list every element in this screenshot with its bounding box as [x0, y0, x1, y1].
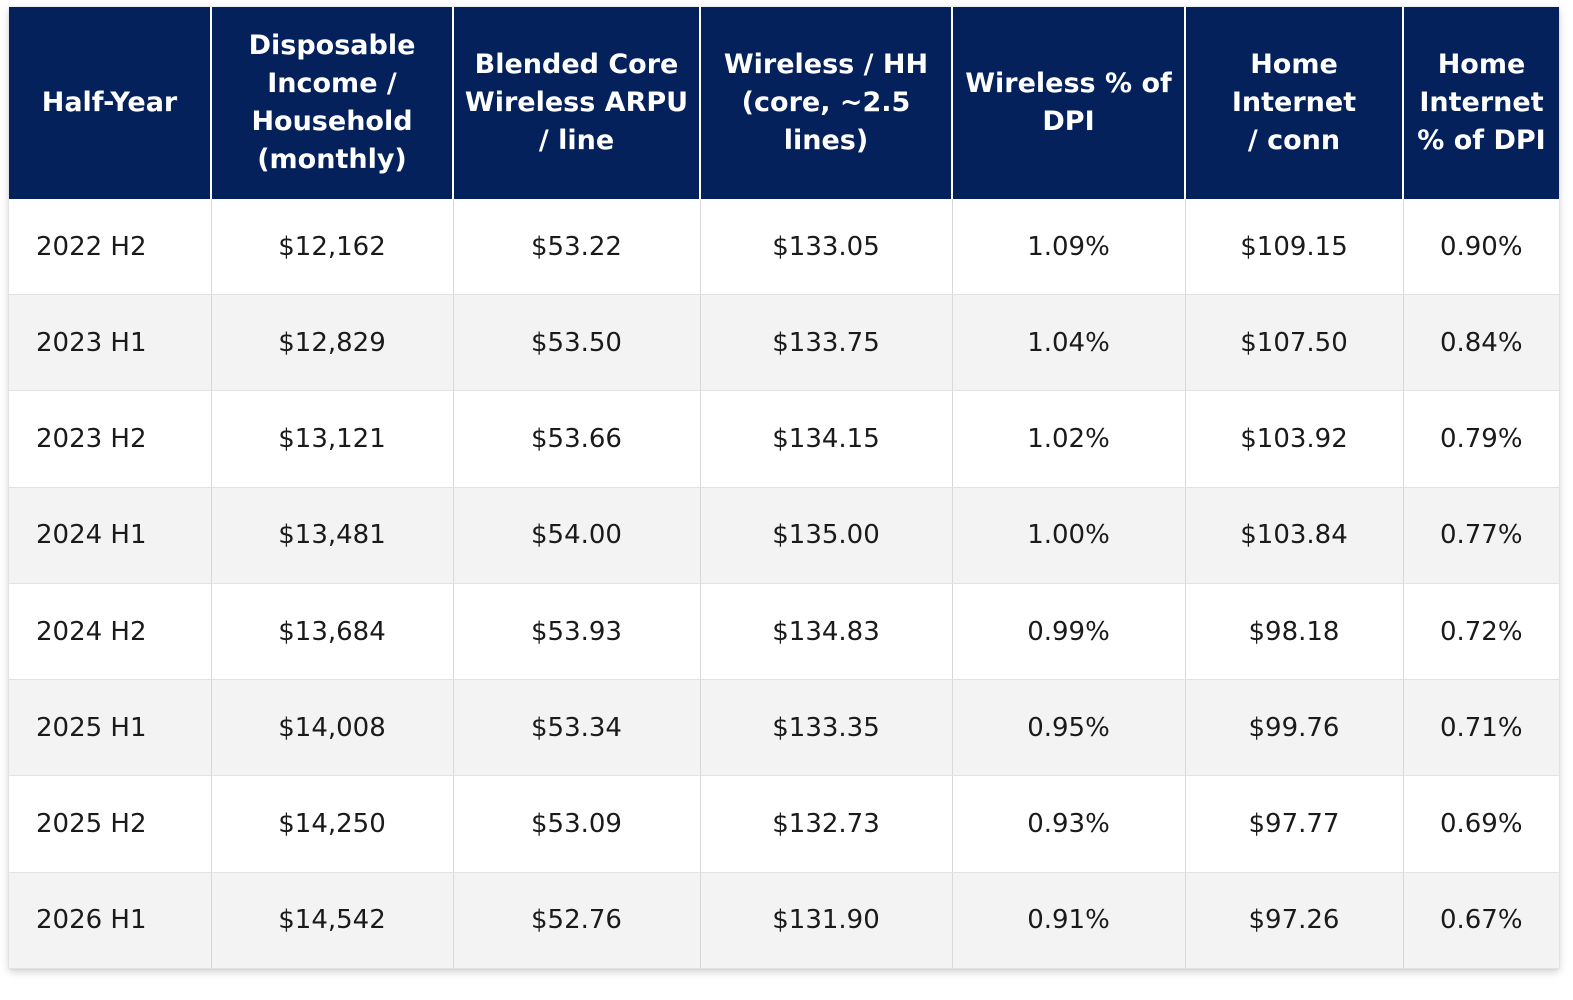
wireless-arpu-cell: $53.09: [453, 775, 701, 873]
table-row: 2025 H1 $14,008 $53.34 $133.35 0.95% $99.76 0.…: [9, 679, 1559, 777]
wireless-pct-dpi-cell: 0.93%: [952, 775, 1186, 873]
disposable-income-cell: $13,481: [211, 487, 454, 584]
col-header-home-internet-pct-dpi: Home Internet % of DPI: [1403, 7, 1559, 199]
wireless-arpu-cell: $53.93: [453, 583, 701, 681]
disposable-income-cell: $12,829: [211, 294, 454, 392]
table-row: 2023 H1 $12,829 $53.50 $133.75 1.04% $107.50 0…: [9, 294, 1559, 392]
home-internet-conn-cell: $97.26: [1185, 872, 1404, 969]
wireless-pct-dpi-cell: 1.09%: [952, 199, 1186, 296]
wireless-pct-dpi-cell: 0.91%: [952, 872, 1186, 969]
home-internet-pct-dpi-cell: 0.84%: [1403, 294, 1559, 392]
home-internet-pct-dpi-cell: 0.71%: [1403, 679, 1559, 777]
home-internet-conn-cell: $109.15: [1185, 199, 1404, 296]
home-internet-pct-dpi-cell: 0.77%: [1403, 487, 1559, 584]
home-internet-conn-cell: $103.92: [1185, 390, 1404, 488]
col-header-wireless-per-hh: Wireless / HH (core, ~2.5 lines): [700, 7, 953, 199]
half-year-cell: 2023 H1: [9, 294, 212, 392]
home-internet-conn-cell: $99.76: [1185, 679, 1404, 777]
half-year-cell: 2023 H2: [9, 390, 212, 488]
half-year-cell: 2024 H1: [9, 487, 212, 584]
home-internet-pct-dpi-cell: 0.72%: [1403, 583, 1559, 681]
half-year-cell: 2024 H2: [9, 583, 212, 681]
disposable-income-cell: $13,121: [211, 390, 454, 488]
table-row: 2025 H2 $14,250 $53.09 $132.73 0.93% $97.77 0.…: [9, 775, 1559, 873]
data-table: Half-Year Disposable Income / Household …: [9, 7, 1559, 969]
table-row: 2026 H1 $14,542 $52.76 $131.90 0.91% $97.26 0.…: [9, 872, 1559, 969]
wireless-per-hh-cell: $133.75: [700, 294, 953, 392]
wireless-arpu-cell: $54.00: [453, 487, 701, 584]
home-internet-pct-dpi-cell: 0.79%: [1403, 390, 1559, 488]
wireless-pct-dpi-cell: 1.04%: [952, 294, 1186, 392]
half-year-cell: 2025 H1: [9, 679, 212, 777]
wireless-pct-dpi-cell: 1.00%: [952, 487, 1186, 584]
col-header-home-internet-conn: Home Internet / conn: [1185, 7, 1404, 199]
wireless-per-hh-cell: $134.15: [700, 390, 953, 488]
disposable-income-cell: $14,250: [211, 775, 454, 873]
half-year-cell: 2026 H1: [9, 872, 212, 969]
wireless-arpu-cell: $52.76: [453, 872, 701, 969]
col-header-disposable-income: Disposable Income / Household (monthly): [211, 7, 454, 199]
disposable-income-cell: $12,162: [211, 199, 454, 296]
wireless-per-hh-cell: $133.35: [700, 679, 953, 777]
wireless-per-hh-cell: $133.05: [700, 199, 953, 296]
wireless-arpu-cell: $53.66: [453, 390, 701, 488]
wireless-per-hh-cell: $135.00: [700, 487, 953, 584]
table-row: 2024 H2 $13,684 $53.93 $134.83 0.99% $98.18 0.…: [9, 583, 1559, 681]
table-row: 2024 H1 $13,481 $54.00 $135.00 1.00% $103.84 0…: [9, 487, 1559, 584]
data-table-card: Half-Year Disposable Income / Household …: [9, 7, 1559, 969]
wireless-per-hh-cell: $132.73: [700, 775, 953, 873]
table-row: 2023 H2 $13,121 $53.66 $134.15 1.02% $103.92 0…: [9, 390, 1559, 488]
wireless-pct-dpi-cell: 0.99%: [952, 583, 1186, 681]
half-year-cell: 2025 H2: [9, 775, 212, 873]
col-header-wireless-arpu: Blended Core Wireless ARPU / line: [453, 7, 701, 199]
wireless-arpu-cell: $53.22: [453, 199, 701, 296]
wireless-per-hh-cell: $134.83: [700, 583, 953, 681]
header-row: Half-Year Disposable Income / Household …: [9, 7, 1559, 199]
table-row: 2022 H2 $12,162 $53.22 $133.05 1.09% $109.15 0…: [9, 199, 1559, 296]
wireless-per-hh-cell: $131.90: [700, 872, 953, 969]
disposable-income-cell: $14,542: [211, 872, 454, 969]
wireless-arpu-cell: $53.34: [453, 679, 701, 777]
home-internet-pct-dpi-cell: 0.67%: [1403, 872, 1559, 969]
half-year-cell: 2022 H2: [9, 199, 212, 296]
disposable-income-cell: $13,684: [211, 583, 454, 681]
wireless-pct-dpi-cell: 1.02%: [952, 390, 1186, 488]
wireless-arpu-cell: $53.50: [453, 294, 701, 392]
table-body: 2022 H2 $12,162 $53.22 $133.05 1.09% $109.15 0…: [9, 199, 1559, 969]
home-internet-pct-dpi-cell: 0.90%: [1403, 199, 1559, 296]
home-internet-conn-cell: $98.18: [1185, 583, 1404, 681]
home-internet-conn-cell: $107.50: [1185, 294, 1404, 392]
col-header-wireless-pct-dpi: Wireless % of DPI: [952, 7, 1186, 199]
home-internet-conn-cell: $103.84: [1185, 487, 1404, 584]
home-internet-conn-cell: $97.77: [1185, 775, 1404, 873]
col-header-half-year: Half-Year: [9, 7, 212, 199]
home-internet-pct-dpi-cell: 0.69%: [1403, 775, 1559, 873]
disposable-income-cell: $14,008: [211, 679, 454, 777]
wireless-pct-dpi-cell: 0.95%: [952, 679, 1186, 777]
